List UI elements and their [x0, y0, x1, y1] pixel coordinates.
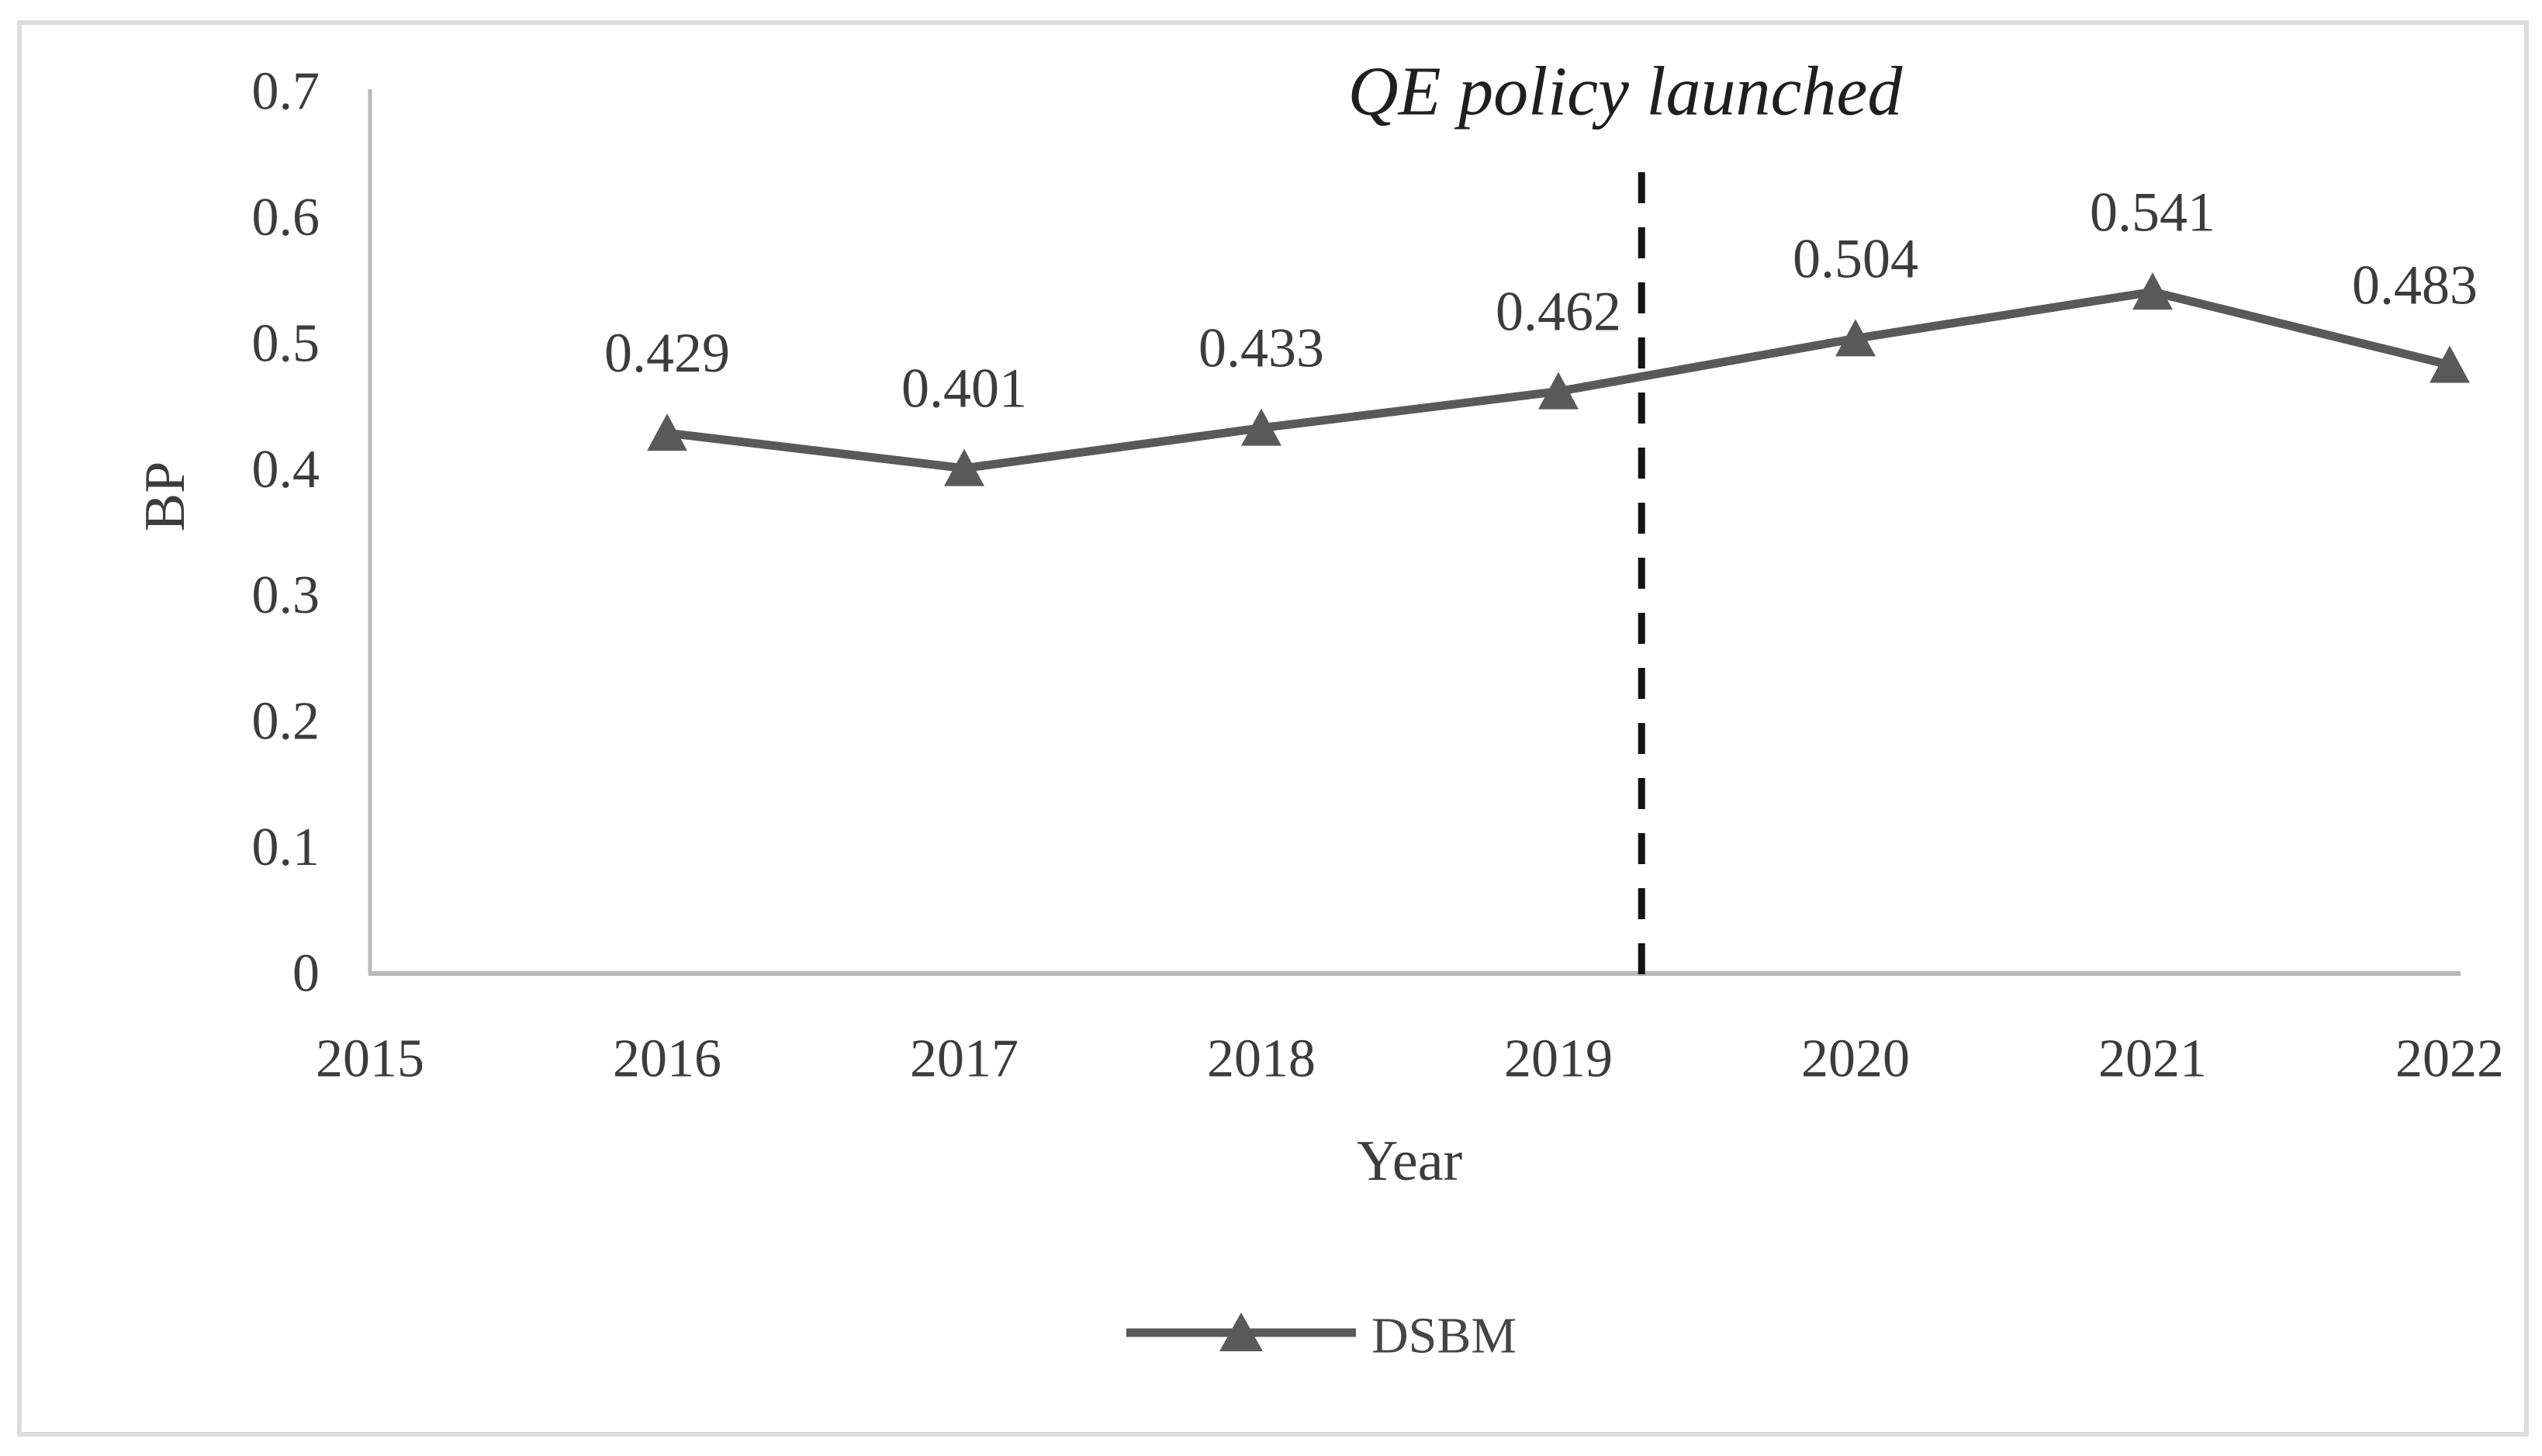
- y-tick-label: 0.6: [252, 188, 320, 247]
- triangle-marker-icon: [1835, 319, 1876, 357]
- x-tick-label: 2022: [2395, 1029, 2504, 1089]
- y-tick-label: 0.5: [252, 313, 320, 373]
- y-tick-label: 0.2: [252, 692, 320, 752]
- x-tick-label: 2020: [1801, 1029, 1910, 1089]
- series-dsbm: [647, 272, 2470, 486]
- axes: [368, 89, 2461, 976]
- x-axis-title: Year: [1357, 1129, 1462, 1193]
- x-tick-label: 2016: [613, 1029, 721, 1089]
- legend-triangle-marker-icon: [1219, 1312, 1263, 1351]
- legend: DSBM: [1126, 1308, 1517, 1364]
- triangle-marker-icon: [2132, 272, 2173, 310]
- figure-border: [17, 20, 2529, 1437]
- y-axis-tick-labels: 0 0.1 0.2 0.3 0.4 0.5 0.6 0.7: [252, 62, 320, 1004]
- x-tick-label: 2019: [1504, 1029, 1613, 1089]
- triangle-marker-icon: [1241, 408, 1281, 446]
- y-tick-label: 0.4: [252, 440, 320, 500]
- y-axis-title: BP: [133, 462, 197, 532]
- data-label: 0.483: [2352, 254, 2478, 316]
- data-label: 0.541: [2090, 181, 2215, 243]
- data-labels: 0.429 0.401 0.433 0.462 0.504 0.541 0.483: [604, 181, 2478, 419]
- y-tick-label: 0.3: [252, 565, 320, 625]
- x-axis-tick-labels: 2015 2016 2017 2018 2019 2020 2021 2022: [316, 1029, 2504, 1089]
- data-label: 0.433: [1198, 317, 1324, 379]
- data-label: 0.401: [901, 358, 1027, 420]
- data-label: 0.429: [604, 322, 730, 384]
- y-tick-label: 0.1: [252, 818, 320, 877]
- triangle-marker-icon: [1538, 372, 1579, 410]
- triangle-marker-icon: [2430, 345, 2470, 383]
- data-label: 0.504: [1793, 227, 1918, 289]
- legend-label: DSBM: [1371, 1308, 1517, 1364]
- x-tick-label: 2018: [1207, 1029, 1316, 1089]
- x-tick-label: 2017: [910, 1029, 1019, 1089]
- annotation-text: QE policy launched: [1348, 54, 1904, 130]
- y-tick-label: 0: [292, 944, 320, 1004]
- triangle-marker-icon: [647, 413, 687, 451]
- y-tick-label: 0.7: [252, 62, 320, 122]
- x-tick-label: 2021: [2098, 1029, 2207, 1089]
- x-tick-label: 2015: [316, 1029, 424, 1089]
- data-label: 0.462: [1496, 281, 1621, 343]
- triangle-marker-icon: [944, 448, 984, 486]
